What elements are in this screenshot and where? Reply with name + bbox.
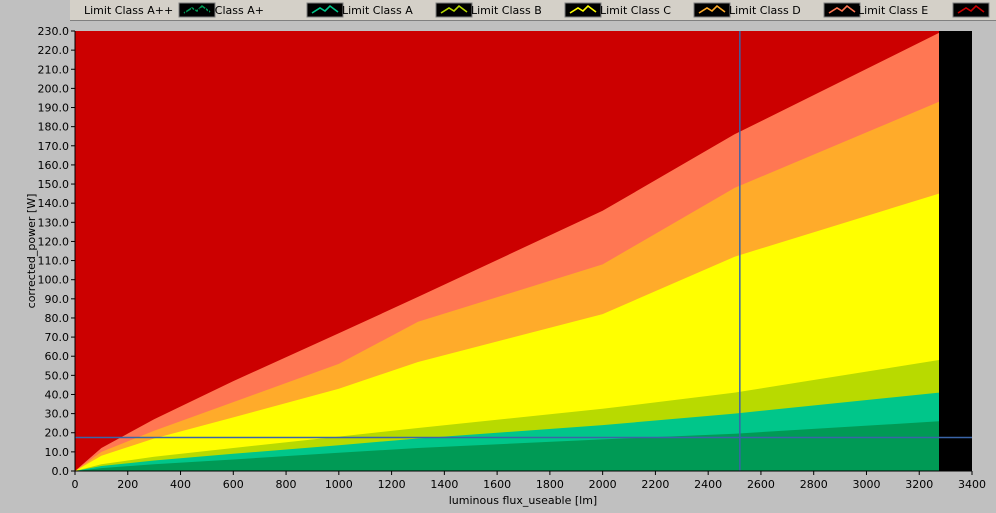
x-tick-label: 2400 bbox=[694, 478, 722, 491]
y-tick-label: 200.0 bbox=[38, 82, 70, 95]
x-tick-label: 3000 bbox=[852, 478, 880, 491]
y-tick-label: 170.0 bbox=[38, 140, 70, 153]
y-tick-label: 180.0 bbox=[38, 121, 70, 134]
x-tick-label: 2600 bbox=[747, 478, 775, 491]
legend[interactable]: Limit Class A++ Limit Class A+ Limit Class… bbox=[84, 2, 990, 18]
cursor[interactable] bbox=[75, 31, 972, 471]
y-tick-label: 70.0 bbox=[45, 331, 70, 344]
y-tick-label: 110.0 bbox=[38, 255, 70, 268]
x-tick-label: 0 bbox=[72, 478, 79, 491]
legend-label: Limit Class E bbox=[858, 4, 928, 17]
y-tick-label: 160.0 bbox=[38, 159, 70, 172]
y-tick-label: 130.0 bbox=[38, 216, 70, 229]
x-tick-label: 800 bbox=[276, 478, 297, 491]
y-tick-label: 150.0 bbox=[38, 178, 70, 191]
y-tick-label: 120.0 bbox=[38, 235, 70, 248]
x-tick-label: 1000 bbox=[325, 478, 353, 491]
x-tick-label: 1600 bbox=[483, 478, 511, 491]
legend-swatch[interactable] bbox=[178, 2, 216, 18]
x-tick-label: 1800 bbox=[536, 478, 564, 491]
y-tick-label: 50.0 bbox=[45, 369, 70, 382]
x-tick-label: 1400 bbox=[430, 478, 458, 491]
y-tick-label: 220.0 bbox=[38, 44, 70, 57]
x-tick-label: 400 bbox=[170, 478, 191, 491]
x-tick-label: 3400 bbox=[958, 478, 986, 491]
x-tick-label: 2000 bbox=[589, 478, 617, 491]
y-tick-label: 140.0 bbox=[38, 197, 70, 210]
plot-areas bbox=[75, 31, 939, 472]
y-tick-label: 40.0 bbox=[45, 388, 70, 401]
legend-label: Limit Class B bbox=[471, 4, 542, 17]
y-tick-label: 210.0 bbox=[38, 63, 70, 76]
x-tick-label: 200 bbox=[117, 478, 138, 491]
legend-label: Limit Class A+ bbox=[184, 4, 264, 17]
y-tick-label: 30.0 bbox=[45, 408, 70, 421]
y-tick-label: 100.0 bbox=[38, 274, 70, 287]
x-tick-label: 2200 bbox=[641, 478, 669, 491]
legend-swatch[interactable] bbox=[435, 2, 473, 18]
y-tick-label: 230.0 bbox=[38, 25, 70, 38]
y-tick-label: 90.0 bbox=[45, 293, 70, 306]
x-axis-title: luminous flux_useable [lm] bbox=[449, 494, 597, 507]
area-limit-class-aplusplus bbox=[75, 421, 939, 471]
x-axis-ticks: 0 200 400 600 800 1000 1200 1400 1600 1800 2000 220… bbox=[72, 471, 986, 491]
legend-swatch[interactable] bbox=[823, 2, 861, 18]
y-tick-label: 190.0 bbox=[38, 102, 70, 115]
legend-swatch[interactable] bbox=[306, 2, 344, 18]
legend-swatch[interactable] bbox=[693, 2, 731, 18]
legend-label: Limit Class A++ bbox=[84, 4, 173, 17]
legend-label: Limit Class A bbox=[342, 4, 413, 17]
legend-label: Limit Class D bbox=[729, 4, 801, 17]
y-tick-label: 20.0 bbox=[45, 427, 70, 440]
legend-label: Limit Class C bbox=[600, 4, 671, 17]
x-tick-label: 2800 bbox=[800, 478, 828, 491]
x-tick-label: 600 bbox=[223, 478, 244, 491]
y-tick-label: 10.0 bbox=[45, 446, 70, 459]
x-tick-label: 1200 bbox=[378, 478, 406, 491]
y-tick-label: 60.0 bbox=[45, 350, 70, 363]
y-tick-label: 0.0 bbox=[52, 465, 70, 478]
y-axis-title: corrected_power [W] bbox=[25, 194, 38, 309]
legend-swatch[interactable] bbox=[564, 2, 602, 18]
y-axis-ticks: 0.0 10.0 20.0 30.0 40.0 50.0 60.0 70.0 80.0 90.0 1… bbox=[38, 25, 75, 478]
legend-bar bbox=[70, 0, 996, 21]
y-tick-label: 80.0 bbox=[45, 312, 70, 325]
x-tick-label: 3200 bbox=[905, 478, 933, 491]
legend-swatch[interactable] bbox=[952, 2, 990, 18]
